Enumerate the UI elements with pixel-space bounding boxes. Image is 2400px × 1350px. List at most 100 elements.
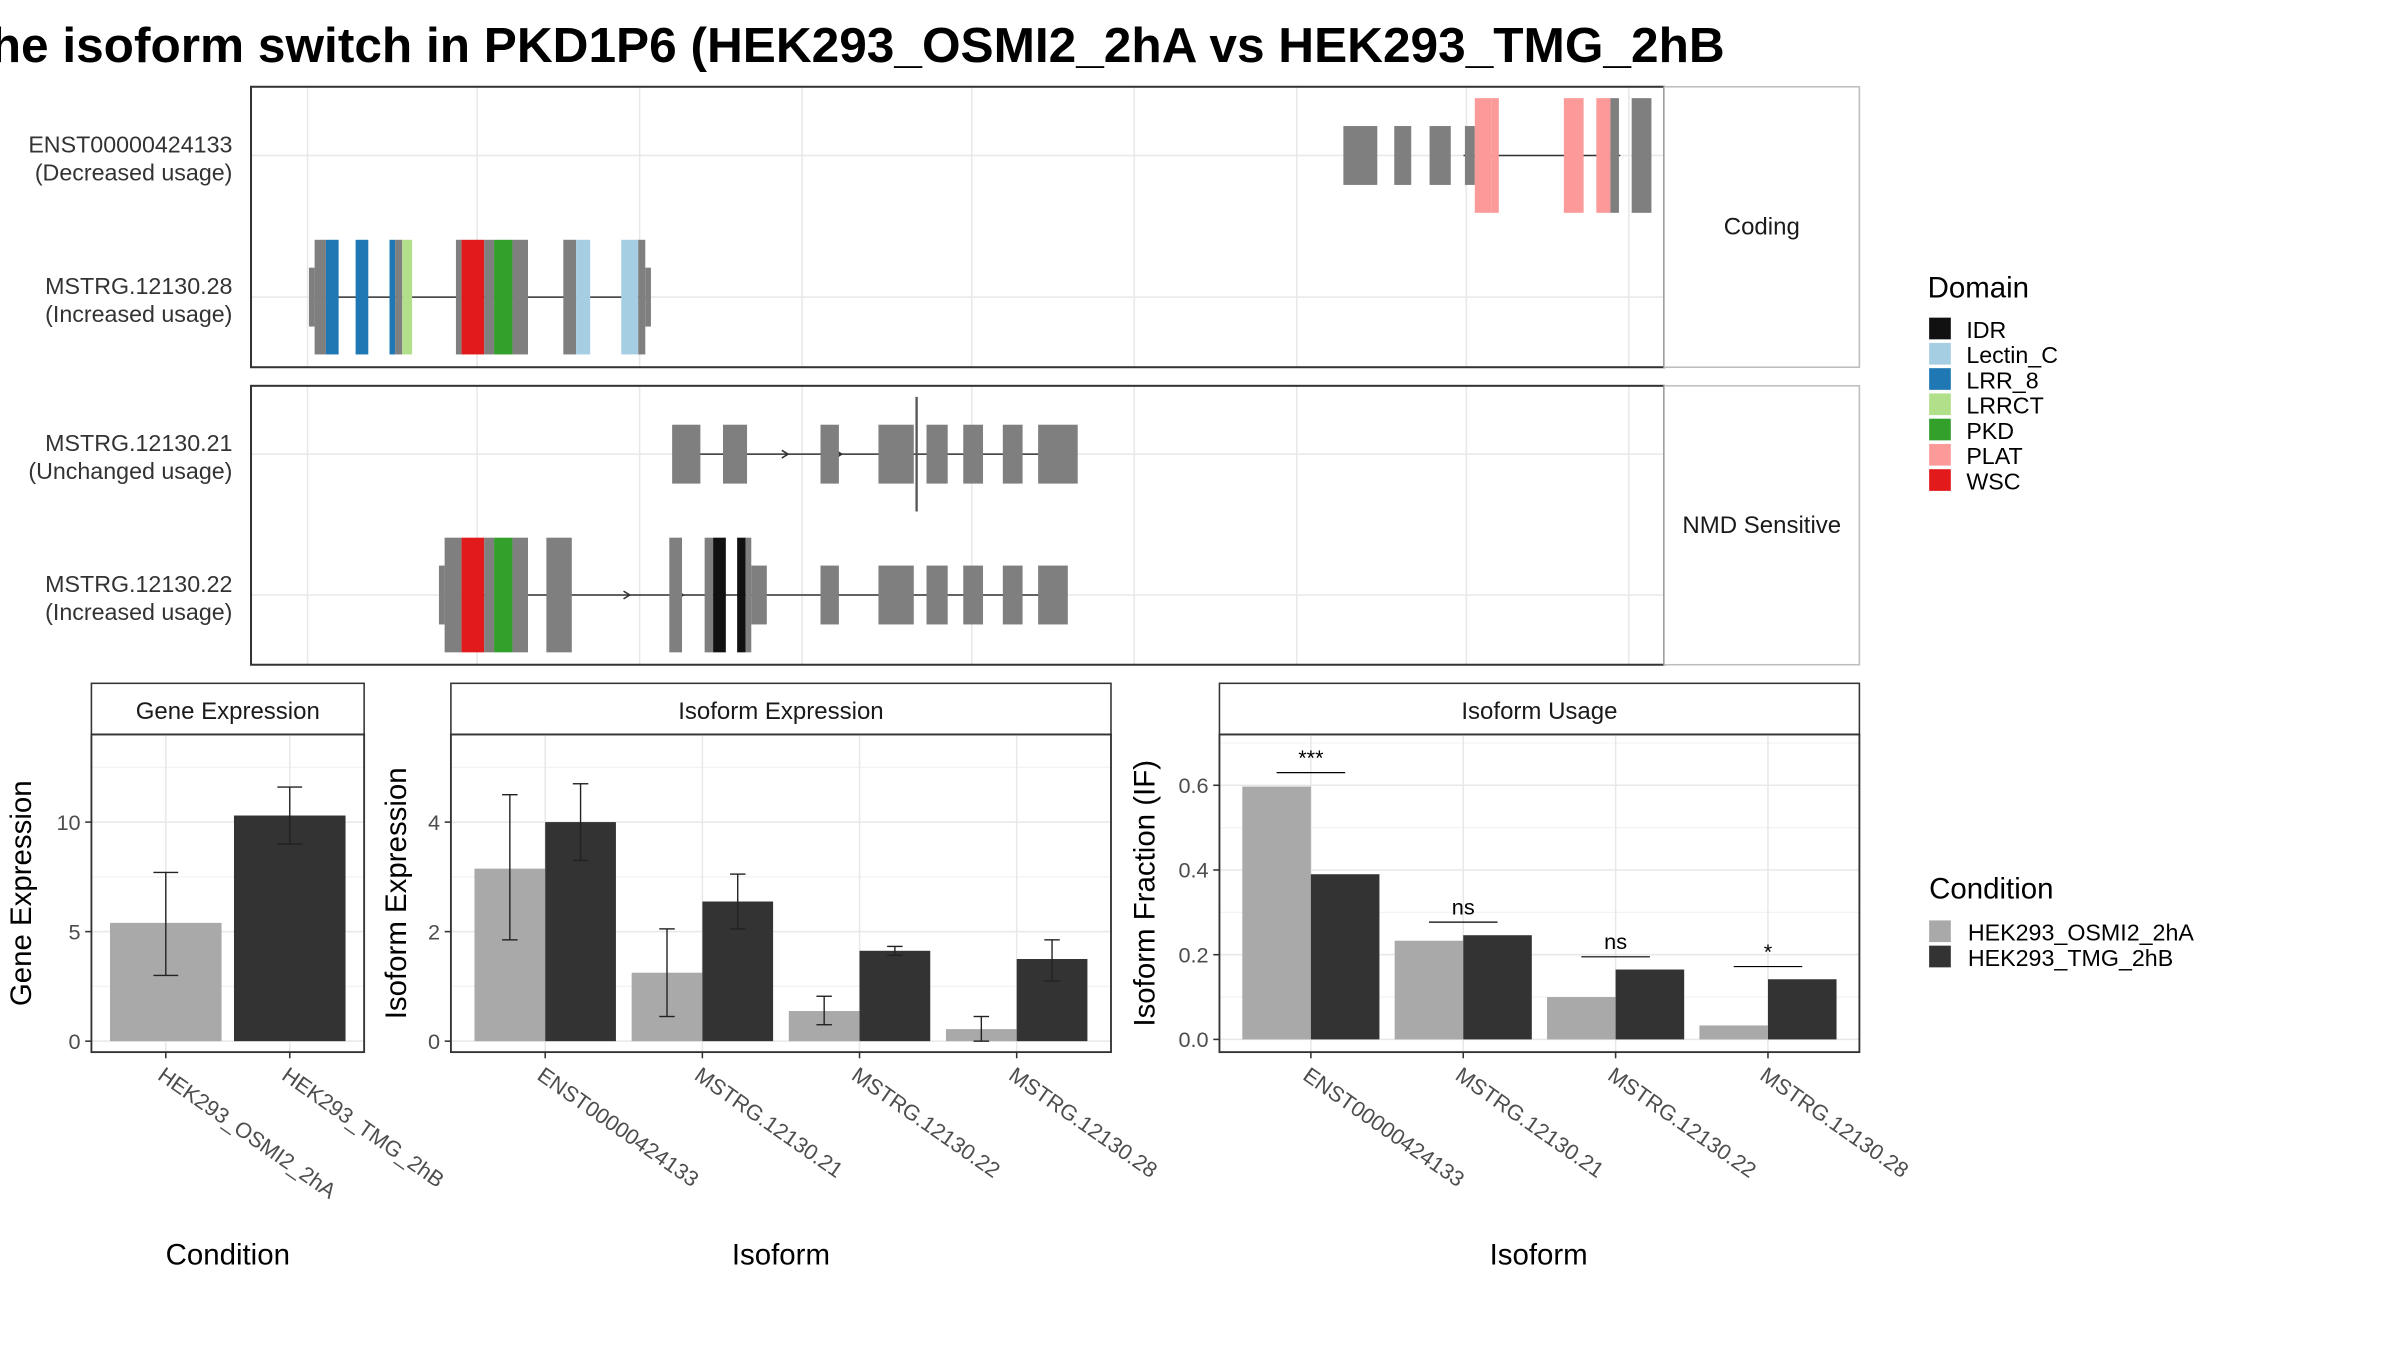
- exon: [1002, 424, 1023, 484]
- y-tick-label: 0.2: [1178, 942, 1208, 967]
- domain-legend-swatch: [1929, 443, 1951, 466]
- isoform-id-label: MSTRG.12130.22: [45, 571, 232, 597]
- domain-legend-title: Domain: [1928, 272, 2029, 305]
- exon: [512, 239, 528, 355]
- exon: [1631, 98, 1652, 213]
- domain-legend-label: PKD: [1966, 418, 2014, 444]
- y-tick-label: 0: [69, 1029, 81, 1054]
- domain-legend-swatch: [1929, 317, 1951, 340]
- exon: [512, 537, 528, 653]
- exon: [455, 239, 462, 355]
- x-tick-label: MSTRG.12130.28: [1005, 1062, 1163, 1183]
- domain-legend-label: PLAT: [1966, 443, 2022, 469]
- domain-legend-label: LRR_8: [1966, 367, 2038, 393]
- x-axis-title: Condition: [166, 1238, 290, 1271]
- exon: [484, 239, 495, 355]
- plot-panel-border: [449, 733, 1112, 1054]
- y-tick-label: 5: [69, 919, 81, 944]
- domain-exon: [402, 239, 413, 355]
- bar: [233, 815, 346, 1042]
- x-tick-label: MSTRG.12130.21: [1451, 1062, 1609, 1183]
- condition-legend-label: HEK293_OSMI2_2hA: [1968, 920, 2195, 946]
- isoform-id-label: MSTRG.12130.28: [45, 273, 232, 299]
- isoform-usage-label: (Increased usage): [45, 301, 232, 327]
- domain-exon: [355, 239, 369, 355]
- x-tick-label: ENST00000424133: [533, 1062, 703, 1192]
- domain-legend-swatch: [1929, 393, 1951, 416]
- exon: [963, 424, 984, 484]
- facet-strip-label: Isoform Usage: [1461, 698, 1617, 725]
- facet-strip-label: NMD Sensitive: [1682, 512, 1841, 539]
- exon: [308, 267, 315, 327]
- bar: [1242, 786, 1311, 1040]
- plot-panel-border: [1218, 733, 1861, 1054]
- x-tick-label: MSTRG.12130.28: [1756, 1062, 1914, 1183]
- domain-legend-label: WSC: [1966, 468, 2020, 494]
- domain-exon: [621, 239, 639, 355]
- significance-label: ns: [1452, 894, 1475, 919]
- exon: [645, 267, 651, 327]
- bar: [1310, 874, 1380, 1040]
- direction-arrow: [623, 590, 632, 600]
- domain-legend-label: IDR: [1966, 317, 2006, 343]
- facet-strip: [1218, 682, 1861, 736]
- facet-strip: [1663, 385, 1861, 666]
- exon: [751, 565, 767, 625]
- plot-panel-border: [90, 733, 366, 1054]
- exon: [1394, 126, 1412, 185]
- exon: [1429, 126, 1451, 185]
- domain-exon: [461, 239, 485, 355]
- bar: [1394, 940, 1464, 1040]
- facet-strip-label: Isoform Expression: [678, 698, 883, 725]
- domain-exon: [713, 537, 726, 653]
- y-axis-title: Gene Expression: [5, 780, 38, 1006]
- isoform-usage-label: (Decreased usage): [35, 159, 233, 185]
- exon: [1464, 126, 1475, 185]
- exon: [1038, 565, 1068, 625]
- x-axis-title: Isoform: [732, 1238, 830, 1271]
- facet-strip: [1663, 85, 1861, 369]
- exon: [1002, 565, 1023, 625]
- direction-arrow: [781, 449, 790, 459]
- domain-exon: [494, 537, 513, 653]
- domain-exon: [737, 537, 746, 653]
- isoform-usage-label: (Unchanged usage): [28, 458, 232, 484]
- exon: [926, 565, 948, 625]
- domain-exon: [1474, 98, 1492, 213]
- bar: [1767, 979, 1837, 1040]
- exon: [546, 537, 572, 653]
- exon: [669, 537, 683, 653]
- facet-strip-label: Coding: [1724, 214, 1800, 241]
- y-axis-title: Isoform Expression: [380, 767, 413, 1019]
- domain-exon: [1563, 98, 1584, 213]
- x-axis-title: Isoform: [1490, 1238, 1588, 1271]
- isoform-id-label: MSTRG.12130.21: [45, 430, 232, 456]
- exon: [395, 239, 403, 355]
- exon: [820, 565, 839, 625]
- exon: [704, 537, 714, 653]
- exon: [444, 537, 462, 653]
- isoform-id-label: ENST00000424133: [28, 131, 232, 157]
- domain-exon: [1596, 98, 1611, 213]
- exon: [878, 424, 914, 484]
- domain-legend-swatch: [1929, 418, 1951, 441]
- page-title: he isoform switch in PKD1P6 (HEK293_OSMI…: [0, 17, 1725, 73]
- x-tick-label: MSTRG.12130.22: [847, 1062, 1005, 1183]
- facet-strip: [450, 682, 1112, 736]
- bar: [859, 950, 931, 1042]
- exon: [878, 565, 914, 625]
- exon: [563, 239, 577, 355]
- exon: [1038, 424, 1078, 484]
- condition-legend-swatch: [1929, 920, 1951, 943]
- y-tick-label: 0.4: [1178, 858, 1208, 883]
- y-tick-label: 0.0: [1178, 1027, 1208, 1052]
- domain-exon: [325, 239, 339, 355]
- condition-legend-title: Condition: [1929, 873, 2053, 906]
- x-tick-label: MSTRG.12130.22: [1603, 1062, 1761, 1183]
- x-tick-label: MSTRG.12130.21: [690, 1062, 848, 1183]
- exon: [314, 239, 326, 355]
- significance-label: ns: [1604, 929, 1627, 954]
- domain-legend-swatch: [1929, 469, 1951, 491]
- y-tick-label: 2: [428, 919, 440, 944]
